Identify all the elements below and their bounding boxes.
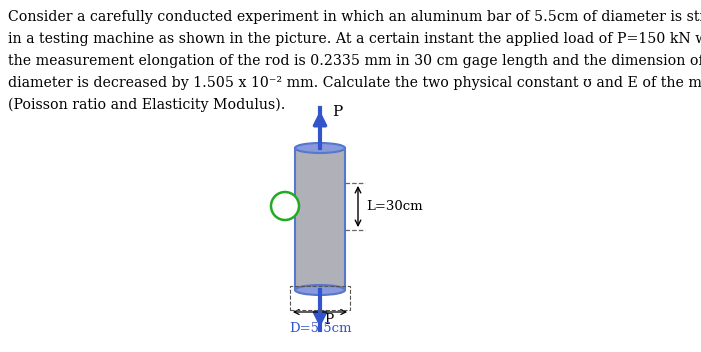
Text: L=30cm: L=30cm bbox=[366, 200, 423, 213]
Text: Consider a carefully conducted experiment in which an aluminum bar of 5.5cm of d: Consider a carefully conducted experimen… bbox=[8, 10, 701, 24]
Ellipse shape bbox=[295, 143, 345, 153]
Bar bbox=[295, 148, 345, 290]
Text: in a testing machine as shown in the picture. At a certain instant the applied l: in a testing machine as shown in the pic… bbox=[8, 32, 701, 46]
Bar bbox=[290, 286, 350, 310]
Text: D=5.5cm: D=5.5cm bbox=[289, 322, 351, 335]
Text: P: P bbox=[332, 105, 342, 119]
Text: P: P bbox=[324, 313, 333, 327]
Text: diameter is decreased by 1.505 x 10⁻² mm. Calculate the two physical constant ʊ : diameter is decreased by 1.505 x 10⁻² mm… bbox=[8, 76, 701, 90]
Text: the measurement elongation of the rod is 0.2335 mm in 30 cm gage length and the : the measurement elongation of the rod is… bbox=[8, 54, 701, 68]
Ellipse shape bbox=[271, 192, 299, 220]
Ellipse shape bbox=[295, 285, 345, 295]
Text: (Poisson ratio and Elasticity Modulus).: (Poisson ratio and Elasticity Modulus). bbox=[8, 98, 285, 112]
